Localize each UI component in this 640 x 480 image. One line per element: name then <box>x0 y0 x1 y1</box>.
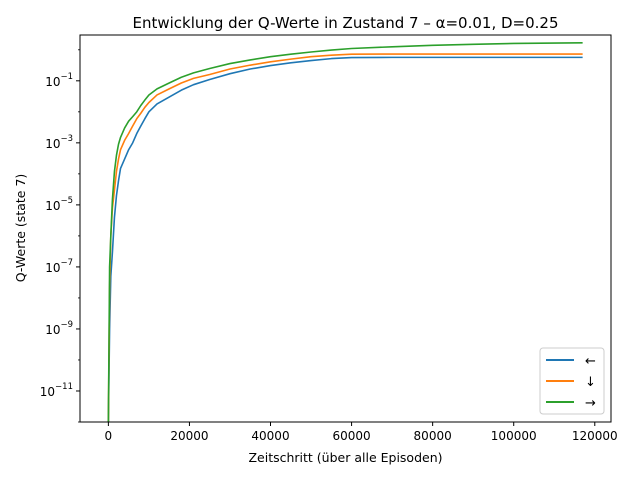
x-tick-label: 40000 <box>251 429 289 443</box>
x-axis-label: Zeitschritt (über alle Episoden) <box>248 450 442 465</box>
chart-title: Entwicklung der Q-Werte in Zustand 7 – α… <box>132 14 558 32</box>
x-tick-label: 60000 <box>332 429 370 443</box>
y-tick-label: 10−5 <box>45 196 73 213</box>
x-tick-label: 20000 <box>170 429 208 443</box>
series-layer <box>107 42 583 422</box>
x-tick-label: 0 <box>105 429 113 443</box>
legend-label-1: ↓ <box>585 375 596 390</box>
y-tick-label: 10−11 <box>40 382 73 399</box>
series-line-2 <box>107 42 583 422</box>
y-tick-label: 10−3 <box>45 134 73 151</box>
x-tick-label: 80000 <box>414 429 452 443</box>
legend-label-2: → <box>585 396 596 411</box>
x-tick-label: 100000 <box>491 429 537 443</box>
legend-label-0: ← <box>585 354 596 369</box>
y-tick-label: 10−9 <box>45 320 73 337</box>
series-line-1 <box>107 53 583 422</box>
x-axis-ticks: 0 20000 40000 60000 80000 100000 120000 <box>105 422 618 443</box>
y-tick-label: 10−1 <box>45 72 73 89</box>
y-tick-label: 10−7 <box>45 258 73 275</box>
series-line-0 <box>107 56 583 422</box>
y-axis-ticks: 10−11 10−9 10−7 10−5 10−3 10−1 <box>40 49 80 423</box>
plot-frame <box>79 34 612 423</box>
x-tick-label: 120000 <box>572 429 618 443</box>
y-axis-label: Q-Werte (state 7) <box>13 174 28 283</box>
legend: ← ↓ → <box>539 347 605 415</box>
